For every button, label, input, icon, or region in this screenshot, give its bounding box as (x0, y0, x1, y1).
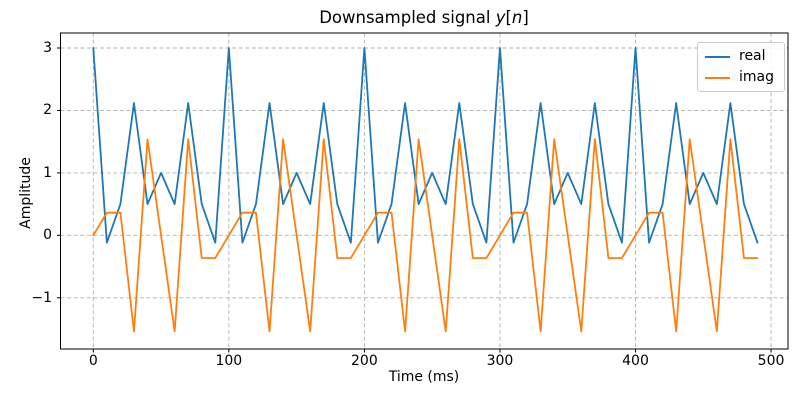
imag-series-line (92, 138, 759, 333)
legend-label-real: real (739, 48, 766, 64)
x-tick-label: 0 (88, 353, 98, 369)
x-tick-label: 200 (351, 353, 378, 369)
x-axis-label: Time (ms) (388, 369, 460, 385)
legend-entry-imag: imag (705, 69, 774, 86)
x-tick-label: 400 (622, 353, 649, 369)
data-series (92, 47, 759, 333)
y-tick-label: 2 (43, 102, 52, 119)
x-tick-label: 300 (486, 353, 514, 369)
chart-title: Downsampled signal y[n] (319, 8, 529, 27)
y-axis-label: Amplitude (18, 157, 34, 229)
legend-entry-real: real (705, 48, 774, 65)
x-tick-label: 100 (215, 353, 243, 369)
y-tick-label: 1 (43, 164, 52, 181)
legend: real imag (697, 42, 785, 92)
y-tick-label: −1 (31, 289, 52, 306)
y-tick-label: 3 (43, 39, 52, 56)
axis-ticks (57, 47, 772, 353)
real-line-swatch (705, 55, 730, 58)
legend-label-imag: imag (739, 69, 774, 85)
axes-frame (60, 32, 789, 350)
imag-line-swatch (705, 76, 730, 79)
y-tick-label: 0 (43, 227, 52, 244)
x-tick-label: 500 (757, 353, 785, 369)
